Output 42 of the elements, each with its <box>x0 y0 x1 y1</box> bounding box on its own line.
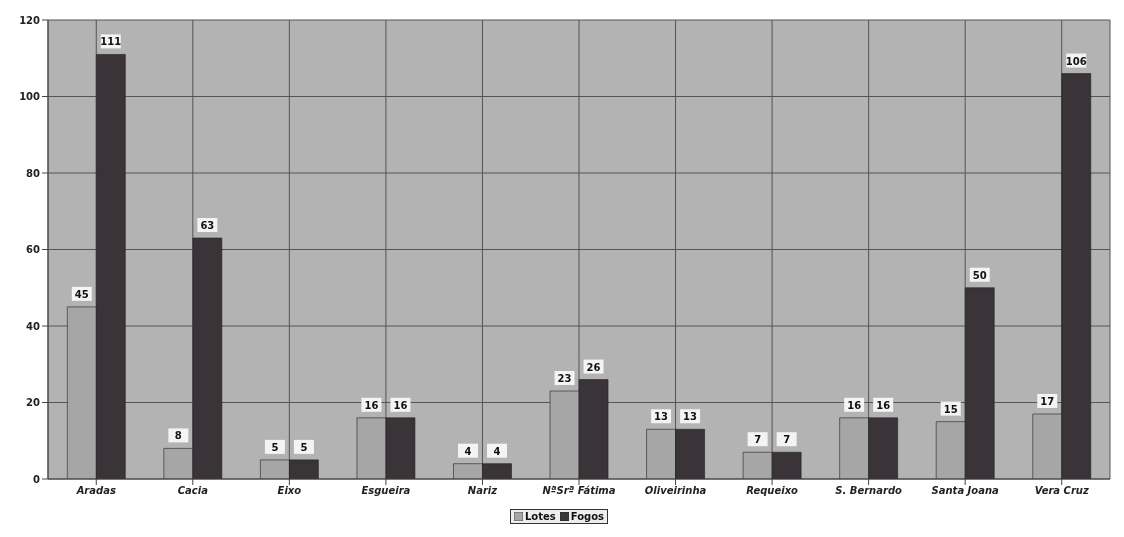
x-tick-label: NªSrª Fátima <box>542 485 616 497</box>
data-label: 45 <box>74 288 89 300</box>
legend-label: Lotes <box>524 511 556 522</box>
x-tick-label: S. Bernardo <box>835 485 903 497</box>
data-label: 23 <box>557 373 572 385</box>
data-label: 106 <box>1065 55 1087 67</box>
data-label: 16 <box>393 399 408 411</box>
x-tick-label: Santa Joana <box>931 485 1000 497</box>
y-tick-label: 0 <box>33 473 41 485</box>
data-label: 4 <box>493 445 501 457</box>
data-label: 26 <box>586 361 601 373</box>
data-label: 15 <box>943 403 958 415</box>
y-tick-label: 60 <box>26 244 41 256</box>
data-label: 17 <box>1040 395 1055 407</box>
data-label: 63 <box>200 220 215 232</box>
data-label: 5 <box>300 441 308 453</box>
data-label: 8 <box>174 430 182 442</box>
data-label: 16 <box>876 399 891 411</box>
x-tick-label: Cacia <box>177 485 209 497</box>
x-tick-label: Oliveirinha <box>644 485 707 497</box>
data-label: 7 <box>783 434 791 446</box>
y-tick-label: 80 <box>26 167 41 179</box>
data-label: 50 <box>972 269 987 281</box>
x-tick-label: Eixo <box>277 485 302 497</box>
data-label: 111 <box>100 36 122 48</box>
data-label: 13 <box>654 411 669 423</box>
x-tick-label: Aradas <box>75 485 116 497</box>
data-label: 16 <box>364 399 379 411</box>
data-label: 7 <box>754 434 762 446</box>
y-tick-label: 120 <box>19 14 41 26</box>
y-tick-label: 40 <box>26 320 41 332</box>
data-label: 13 <box>683 411 698 423</box>
x-tick-label: Nariz <box>467 485 498 497</box>
x-tick-label: Requeixo <box>746 485 799 497</box>
data-label: 5 <box>271 441 279 453</box>
y-tick-label: 20 <box>26 397 41 409</box>
data-label: 16 <box>847 399 862 411</box>
x-tick-label: Vera Cruz <box>1034 485 1089 497</box>
y-tick-label: 100 <box>19 91 41 103</box>
legend-label: Fogos <box>570 511 605 522</box>
x-tick-label: Esgueira <box>361 485 411 497</box>
data-label: 4 <box>464 445 472 457</box>
